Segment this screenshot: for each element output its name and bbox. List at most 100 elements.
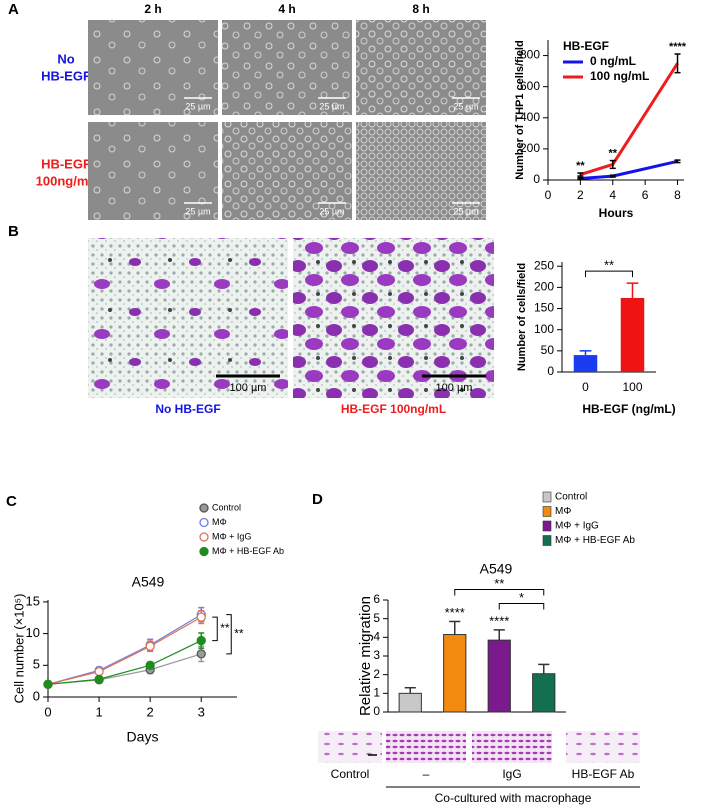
x-tick-label: 6 [642,188,649,202]
legend-label: MΦ [212,517,227,527]
micrograph-cells [222,122,352,220]
legend-marker [199,546,209,557]
y-axis-label: Cell number (×10⁵) [11,594,26,704]
micrograph-cells [222,20,352,115]
y-tick-label: 2 [373,667,380,681]
chart-title: A549 [480,561,513,577]
bar [620,297,645,372]
bar [487,639,511,713]
image-label: Control [331,767,370,781]
significance-label: **** [445,605,465,620]
column-header: 8 h [412,2,429,16]
x-tick-label: 8 [674,188,681,202]
row-label: 100ng/mL [36,173,97,188]
bar [443,634,467,713]
significance-bracket [226,614,232,655]
point [94,674,104,684]
bar [398,692,422,713]
column-header: 4 h [278,2,295,16]
panel-label: A [8,1,19,18]
significance-label: * [519,590,524,605]
y-tick-label: 15 [26,593,40,608]
micrograph-caption: HB-EGF 100ng/mL [341,402,446,416]
x-tick-label: 0 [44,704,51,719]
point [94,666,104,677]
micrograph [566,731,640,763]
column-header: 2 h [144,2,161,16]
panel-label: B [8,223,19,240]
micrograph-cells [356,20,486,115]
point [145,660,155,670]
legend-marker [199,503,209,513]
micrograph [472,731,552,763]
bar [573,355,598,372]
legend-label: MΦ + HB-EGF Ab [555,535,635,546]
micrograph-stain [88,238,288,398]
bar [532,673,556,713]
scale-bar-label: 100 µm [230,382,267,394]
significance-label: ** [576,160,585,172]
image-label: HB-EGF Ab [572,767,635,781]
legend-marker [199,517,209,528]
y-tick-label: 400 [520,110,540,124]
scale-bar-label: 25 µm [319,206,344,216]
scale-bar-label: 25 µm [453,206,478,216]
legend-label: Control [555,492,587,503]
legend-label: MΦ + IgG [555,521,599,532]
y-tick-label: 0 [533,172,540,186]
x-tick-label: 2 [147,704,154,719]
point [43,679,53,689]
x-axis-label: Hours [599,206,634,220]
y-tick-label: 1 [373,686,380,700]
significance-label: **** [669,41,687,53]
chart-title: A549 [132,574,165,590]
y-tick-label: 250 [534,258,554,272]
image-label: IgG [502,767,521,781]
y-axis-label: Number of cells/field [516,263,528,371]
y-tick-label: 0 [547,364,554,378]
legend-label: 100 ng/mL [590,69,649,83]
point [196,612,206,622]
legend-label: MΦ + HB-EGF Ab [212,546,284,556]
legend-label: MΦ + IgG [212,531,251,541]
legend-swatch [542,491,552,503]
image-label: – [423,767,430,781]
x-tick-label: 0 [545,188,552,202]
y-axis-label: Number of THP1 cells/field [514,40,526,179]
significance-label: ** [494,576,504,591]
scale-bar-label: 25 µm [453,101,478,111]
panel-label: D [312,491,323,508]
legend-label: MΦ [555,506,571,517]
legend-marker [199,532,209,542]
x-axis-label: Days [127,729,159,745]
y-tick-label: 150 [534,301,554,315]
point [145,641,155,651]
y-tick-label: 800 [520,48,540,62]
y-tick-label: 0 [33,688,40,703]
y-tick-label: 0 [373,704,380,718]
legend-label: Control [212,502,241,512]
x-tick-label: 4 [609,188,616,202]
y-tick-label: 5 [373,611,380,625]
point [196,635,206,646]
caption: Co-cultured with macrophage [435,791,592,805]
significance-label: ** [220,621,230,635]
x-tick-label: 2 [577,188,584,202]
significance-bracket [212,616,218,642]
significance-label: ** [608,147,617,159]
y-tick-label: 50 [541,343,555,357]
significance-bracket [498,602,545,610]
micrograph-cells [88,122,218,220]
legend-label: 0 ng/mL [590,54,636,68]
y-tick-label: 5 [33,657,40,672]
y-tick-label: 10 [26,625,40,640]
legend-swatch [542,535,552,546]
legend-title: HB-EGF [563,39,609,53]
series-line [47,616,202,685]
y-tick-label: 600 [520,79,540,93]
legend-swatch [542,520,552,532]
y-tick-label: 200 [534,280,554,294]
micrograph-cells [356,122,486,220]
